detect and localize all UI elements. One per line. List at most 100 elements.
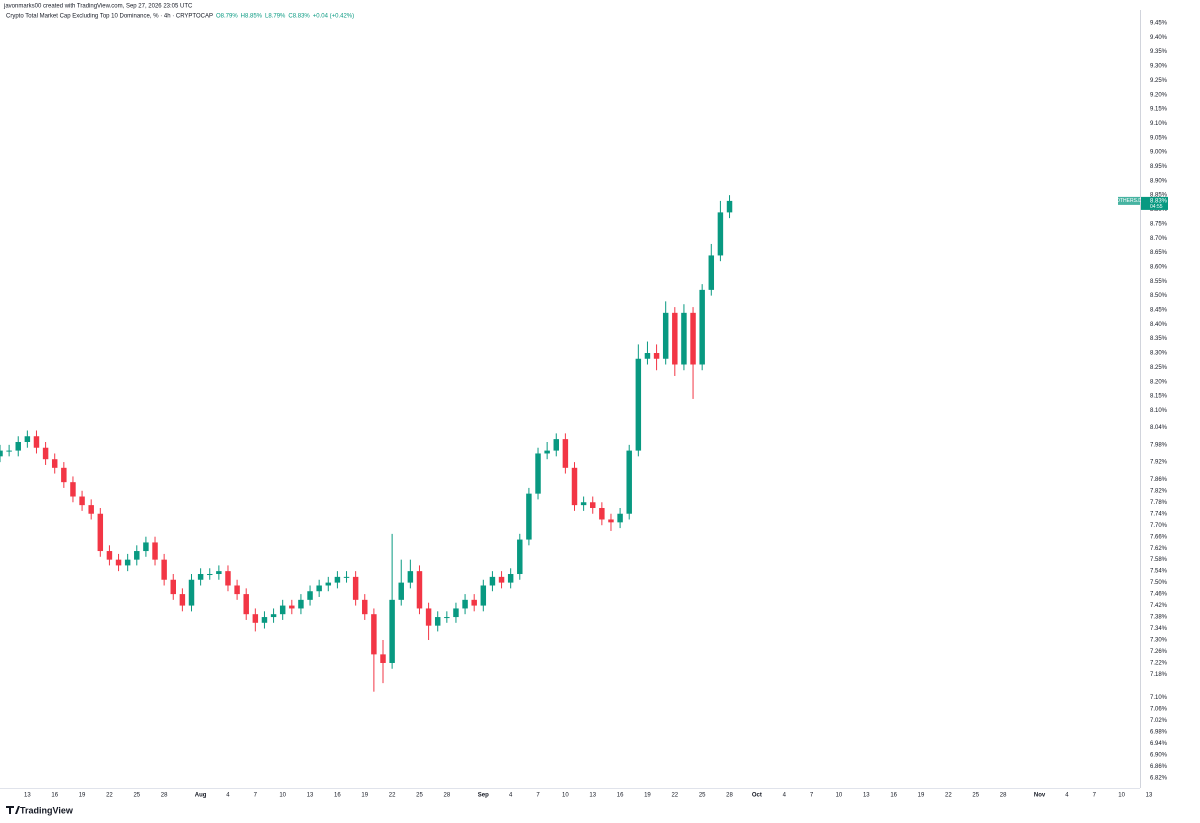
candle-body — [717, 212, 724, 256]
y-tick-label: 9.45% — [1150, 21, 1168, 27]
x-tick-label: 22 — [945, 793, 952, 799]
x-tick-label: 22 — [671, 793, 678, 799]
x-tick-label: Sep — [478, 793, 489, 799]
candle-body — [580, 502, 587, 506]
y-tick-label: 8.95% — [1150, 164, 1168, 170]
x-tick-label: 4 — [509, 793, 513, 799]
y-tick-label: 7.34% — [1150, 626, 1168, 632]
candle-body — [380, 654, 386, 663]
y-tick-label: 8.45% — [1150, 308, 1168, 314]
x-tick-label: 13 — [307, 793, 314, 799]
candle-body — [0, 450, 3, 457]
chart-title: Crypto Total Market Cap Excluding Top 10… — [6, 14, 213, 20]
candle-body — [298, 599, 304, 609]
y-tick-label: 7.98% — [1150, 442, 1168, 448]
y-tick-label: 6.98% — [1150, 729, 1168, 735]
candle-body — [471, 599, 477, 606]
candle-body — [316, 585, 322, 592]
y-tick-label: 9.00% — [1150, 150, 1168, 156]
y-tick-label: 9.05% — [1150, 135, 1168, 141]
x-tick-label: 10 — [836, 793, 843, 799]
y-tick-label: 8.75% — [1150, 221, 1168, 227]
x-tick-label: 25 — [699, 793, 706, 799]
candle-body — [261, 617, 268, 623]
y-tick-label: 9.25% — [1150, 78, 1168, 84]
candle-body — [70, 482, 76, 497]
y-tick-label: 8.85% — [1150, 193, 1168, 199]
candle-body — [97, 513, 104, 552]
candle-body — [243, 594, 249, 615]
candle-body — [371, 614, 377, 655]
candle-body — [24, 436, 31, 442]
y-tick-label: 8.04% — [1150, 425, 1168, 431]
y-tick-label: 8.60% — [1150, 264, 1168, 270]
candle-body — [51, 459, 58, 468]
candle-body — [526, 493, 532, 540]
candle-body — [498, 576, 505, 583]
legend-value: +0.04 (+0.42%) — [313, 14, 354, 20]
y-tick-label: 7.06% — [1150, 706, 1168, 712]
candle-body — [462, 599, 468, 609]
candle-body — [234, 585, 240, 595]
x-tick-label: 13 — [1146, 793, 1153, 799]
candle-body — [143, 542, 149, 552]
x-tick-label: 10 — [562, 793, 569, 799]
y-tick-label: 8.55% — [1150, 279, 1168, 285]
candle-body — [690, 312, 696, 365]
y-tick-label: 8.40% — [1150, 322, 1168, 328]
candle-body — [124, 559, 131, 566]
candle-body — [626, 450, 632, 514]
candle-body — [307, 591, 313, 600]
last-price-badge — [1141, 196, 1168, 210]
candle-body — [699, 289, 705, 365]
y-tick-label: 9.35% — [1150, 49, 1168, 55]
y-tick-label: 8.80% — [1150, 207, 1168, 213]
x-tick-label: 19 — [918, 793, 925, 799]
candle-body — [152, 542, 158, 560]
y-tick-label: 8.70% — [1150, 236, 1168, 242]
candle-body — [507, 574, 514, 583]
y-tick-label: 7.70% — [1150, 523, 1168, 529]
candle-body — [134, 551, 140, 560]
x-tick-label: 19 — [361, 793, 368, 799]
legend-value: O8.79% — [216, 14, 238, 20]
y-tick-label: 7.58% — [1150, 557, 1168, 563]
y-tick-label: 7.46% — [1150, 592, 1168, 598]
candle-body — [15, 441, 21, 451]
y-tick-label: 7.62% — [1150, 546, 1168, 552]
series-name-badge — [1118, 196, 1140, 205]
candle-body — [672, 312, 678, 365]
candle-body — [61, 467, 67, 483]
candle-body — [662, 312, 669, 359]
candle-body — [252, 614, 259, 623]
x-tick-label: 13 — [863, 793, 870, 799]
x-tick-label: 25 — [972, 793, 979, 799]
x-tick-label: 13 — [589, 793, 596, 799]
y-tick-label: 6.86% — [1150, 764, 1168, 770]
candle-body — [562, 439, 569, 468]
legend-value: H8.85% — [241, 14, 263, 20]
candle-body — [416, 571, 423, 609]
y-tick-label: 7.02% — [1150, 718, 1168, 724]
y-tick-label: 7.78% — [1150, 500, 1168, 506]
y-tick-label: 7.42% — [1150, 603, 1168, 609]
candle-body — [170, 579, 176, 595]
x-tick-label: 28 — [161, 793, 168, 799]
candle-body — [42, 447, 49, 460]
candle-body — [115, 559, 122, 566]
last-price-label: 8.83% — [1150, 198, 1168, 204]
x-tick-label: 13 — [24, 793, 31, 799]
candle-body — [79, 496, 85, 506]
y-tick-label: 6.82% — [1150, 775, 1168, 781]
y-tick-label: 7.38% — [1150, 615, 1168, 621]
x-tick-label: 10 — [279, 793, 286, 799]
candle-body — [207, 574, 213, 576]
candle-body — [434, 617, 441, 626]
candle-body — [681, 312, 687, 365]
x-tick-label: 25 — [133, 793, 140, 799]
candle-body — [362, 599, 368, 615]
y-tick-label: 7.50% — [1150, 580, 1168, 586]
y-tick-label: 6.90% — [1150, 752, 1168, 758]
candle-body — [106, 551, 113, 560]
